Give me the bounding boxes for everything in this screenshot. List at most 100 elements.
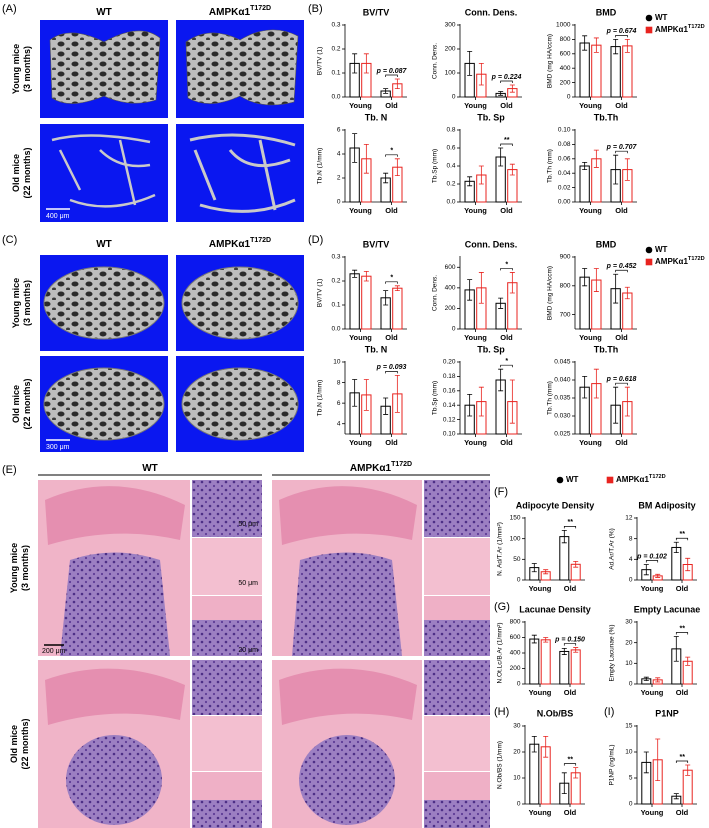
y-axis-label: Tb.Sp (mm) bbox=[432, 381, 439, 415]
genotype-superscript: T172D bbox=[688, 24, 705, 30]
y-tick-label: 600 bbox=[510, 634, 521, 641]
y-tick-label: 4 bbox=[337, 151, 341, 158]
error-bar bbox=[582, 268, 588, 287]
y-tick-label: 4 bbox=[337, 420, 341, 427]
error-bar bbox=[363, 379, 369, 411]
y-tick-label: 50 bbox=[513, 556, 521, 563]
error-bar bbox=[498, 147, 504, 167]
panel-label: (G) bbox=[494, 601, 510, 613]
x-tick-label: Old bbox=[676, 688, 689, 697]
bar bbox=[622, 45, 633, 98]
y-tick-label: 0.00 bbox=[558, 199, 571, 206]
significance-label: ** bbox=[504, 137, 510, 144]
x-tick-label: Old bbox=[385, 333, 398, 342]
row-label-line: Old mice bbox=[11, 385, 21, 423]
error-bar bbox=[352, 269, 358, 278]
bone-render bbox=[43, 367, 165, 441]
chart-title: Empty Lacunae bbox=[634, 604, 701, 614]
y-tick-label: 0.1 bbox=[331, 70, 340, 77]
y-tick-label: 0 bbox=[567, 94, 571, 101]
y-tick-label: 200 bbox=[445, 46, 456, 53]
y-tick-label: 0.8 bbox=[446, 127, 455, 134]
error-bar bbox=[509, 84, 515, 93]
bone-render bbox=[185, 29, 299, 106]
error-bar bbox=[383, 172, 389, 184]
error-bar bbox=[685, 557, 691, 572]
y-tick-label: 30 bbox=[625, 619, 633, 626]
legend-marker bbox=[645, 26, 653, 34]
chart-title: P1NP bbox=[655, 708, 679, 718]
x-tick-label: Young bbox=[349, 101, 372, 110]
y-axis-label: BV/TV (1) bbox=[317, 279, 324, 308]
y-tick-label: 0.10 bbox=[443, 431, 456, 438]
error-bar bbox=[655, 573, 661, 578]
y-tick-label: 2 bbox=[337, 175, 341, 182]
significance-bracket bbox=[675, 760, 689, 763]
y-tick-label: 8 bbox=[337, 379, 341, 386]
y-tick-label: 200 bbox=[510, 665, 521, 672]
error-bar bbox=[363, 271, 369, 282]
image bbox=[192, 480, 262, 537]
bar bbox=[392, 287, 403, 330]
bar bbox=[349, 273, 360, 330]
error-bar bbox=[363, 144, 369, 174]
scale-bar-label: 300 μm bbox=[46, 444, 70, 451]
error-bar bbox=[543, 569, 549, 575]
error-bar bbox=[613, 386, 619, 424]
scale-bar-label: 200 μm bbox=[42, 648, 66, 655]
y-tick-label: 0.0 bbox=[331, 94, 340, 101]
row-label-line: (22 months) bbox=[22, 378, 32, 429]
x-tick-label: Young bbox=[349, 438, 372, 447]
y-axis-label: P1NP (ng/mL) bbox=[609, 744, 616, 785]
significance-bracket bbox=[645, 560, 659, 563]
y-axis-label: BV/TV (1) bbox=[317, 47, 324, 76]
error-bar bbox=[582, 35, 588, 51]
y-tick-label: 0.3 bbox=[331, 254, 340, 261]
y-tick-label: 12 bbox=[625, 515, 633, 522]
error-bar bbox=[673, 541, 679, 554]
panel-label: (I) bbox=[604, 706, 614, 718]
chart-title: BV/TV bbox=[363, 7, 390, 17]
y-tick-label: 0.2 bbox=[446, 181, 455, 188]
error-bar bbox=[531, 634, 537, 644]
x-tick-label: Young bbox=[579, 206, 602, 215]
y-tick-label: 400 bbox=[560, 65, 571, 72]
y-tick-label: 800 bbox=[560, 36, 571, 43]
y-tick-label: 150 bbox=[510, 515, 521, 522]
error-bar bbox=[363, 53, 369, 74]
row-label-line: (3 months) bbox=[22, 46, 32, 92]
significance-label: * bbox=[505, 261, 508, 268]
y-tick-label: 0 bbox=[629, 801, 633, 808]
y-tick-label: 200 bbox=[560, 79, 571, 86]
row-label: Young mice(3 months) bbox=[9, 543, 30, 593]
y-tick-label: 0 bbox=[452, 94, 456, 101]
x-tick-label: Young bbox=[641, 688, 664, 697]
genotype-name: WT bbox=[96, 239, 112, 250]
error-bar bbox=[655, 677, 661, 683]
y-axis-label: N. Ad/T.Ar (1/mm²) bbox=[497, 522, 504, 576]
chart-title: Conn. Dens. bbox=[465, 239, 518, 249]
column-header: AMPKα1T172D bbox=[209, 237, 271, 249]
bar bbox=[529, 743, 540, 805]
panel-label: (B) bbox=[308, 3, 323, 15]
significance-label: p = 0.087 bbox=[376, 68, 408, 75]
error-bar bbox=[593, 368, 599, 399]
error-bar bbox=[673, 793, 679, 800]
row-label: Old mice(22 months) bbox=[11, 378, 32, 429]
scale-bar-label: 20 μm bbox=[238, 647, 258, 654]
error-bar bbox=[593, 268, 599, 292]
error-bar bbox=[531, 563, 537, 573]
x-tick-label: Old bbox=[385, 438, 398, 447]
significance-label: p = 0.150 bbox=[554, 636, 585, 643]
x-tick-label: Old bbox=[615, 206, 628, 215]
y-axis-label: Tb.N (1/mm) bbox=[317, 148, 324, 184]
error-bar bbox=[498, 297, 504, 309]
chart-title: Tb.Th bbox=[594, 112, 619, 122]
y-tick-label: 600 bbox=[560, 51, 571, 58]
significance-bracket bbox=[500, 143, 513, 146]
error-bar bbox=[543, 637, 549, 643]
y-tick-label: 0.030 bbox=[554, 413, 571, 420]
microct-images: 400 μm bbox=[40, 20, 304, 222]
bar bbox=[361, 275, 372, 330]
y-tick-label: 0 bbox=[629, 577, 633, 584]
